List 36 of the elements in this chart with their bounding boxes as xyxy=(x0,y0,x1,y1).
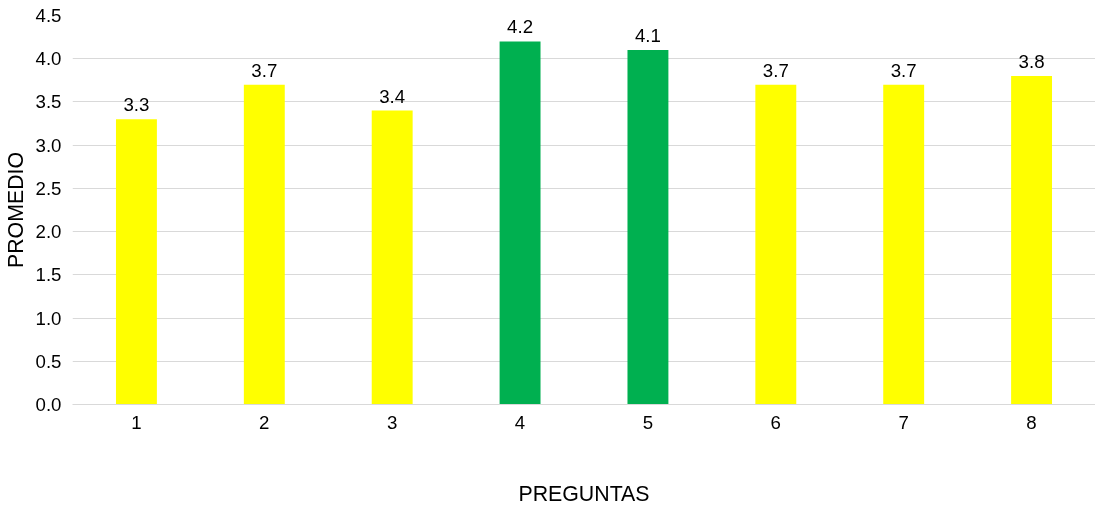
y-tick-label: 0.5 xyxy=(35,350,62,372)
y-tick-label: 0.0 xyxy=(35,394,62,415)
x-axis-title: PREGUNTAS xyxy=(518,481,650,506)
y-tick-label: 2.0 xyxy=(35,221,62,243)
data-label: 4.1 xyxy=(634,25,661,47)
x-tick-label: 8 xyxy=(1026,411,1037,433)
data-label: 3.4 xyxy=(379,85,406,107)
data-label: 4.2 xyxy=(507,16,534,38)
x-tick-label: 5 xyxy=(642,411,654,433)
y-axis-title: PROMEDIO xyxy=(3,151,28,269)
bar xyxy=(883,84,925,405)
data-label: 3.7 xyxy=(251,59,278,81)
x-tick-label: 1 xyxy=(131,411,142,433)
data-label: 3.3 xyxy=(123,94,150,116)
y-tick-label: 2.5 xyxy=(35,177,62,199)
y-tick-label: 1.0 xyxy=(35,307,62,329)
data-label: 3.7 xyxy=(890,59,917,81)
y-tick-label: 3.0 xyxy=(35,134,62,156)
y-tick-label: 3.5 xyxy=(35,91,62,113)
y-tick-label: 1.5 xyxy=(35,264,62,286)
x-tick-label: 3 xyxy=(387,411,398,433)
bar xyxy=(371,110,413,405)
bar xyxy=(755,84,797,405)
x-tick-label: 2 xyxy=(259,411,270,433)
x-tick-label: 6 xyxy=(770,411,782,433)
bar xyxy=(115,119,157,405)
x-tick-label: 4 xyxy=(514,411,526,433)
x-tick-label: 7 xyxy=(898,411,909,433)
bar xyxy=(627,50,669,405)
bar xyxy=(243,84,285,405)
data-label: 3.7 xyxy=(762,59,789,81)
y-tick-label: 4.0 xyxy=(35,48,62,70)
bar xyxy=(1011,76,1053,405)
bar xyxy=(499,41,541,405)
data-label: 3.8 xyxy=(1018,51,1045,73)
y-tick-label: 4.5 xyxy=(35,5,62,26)
